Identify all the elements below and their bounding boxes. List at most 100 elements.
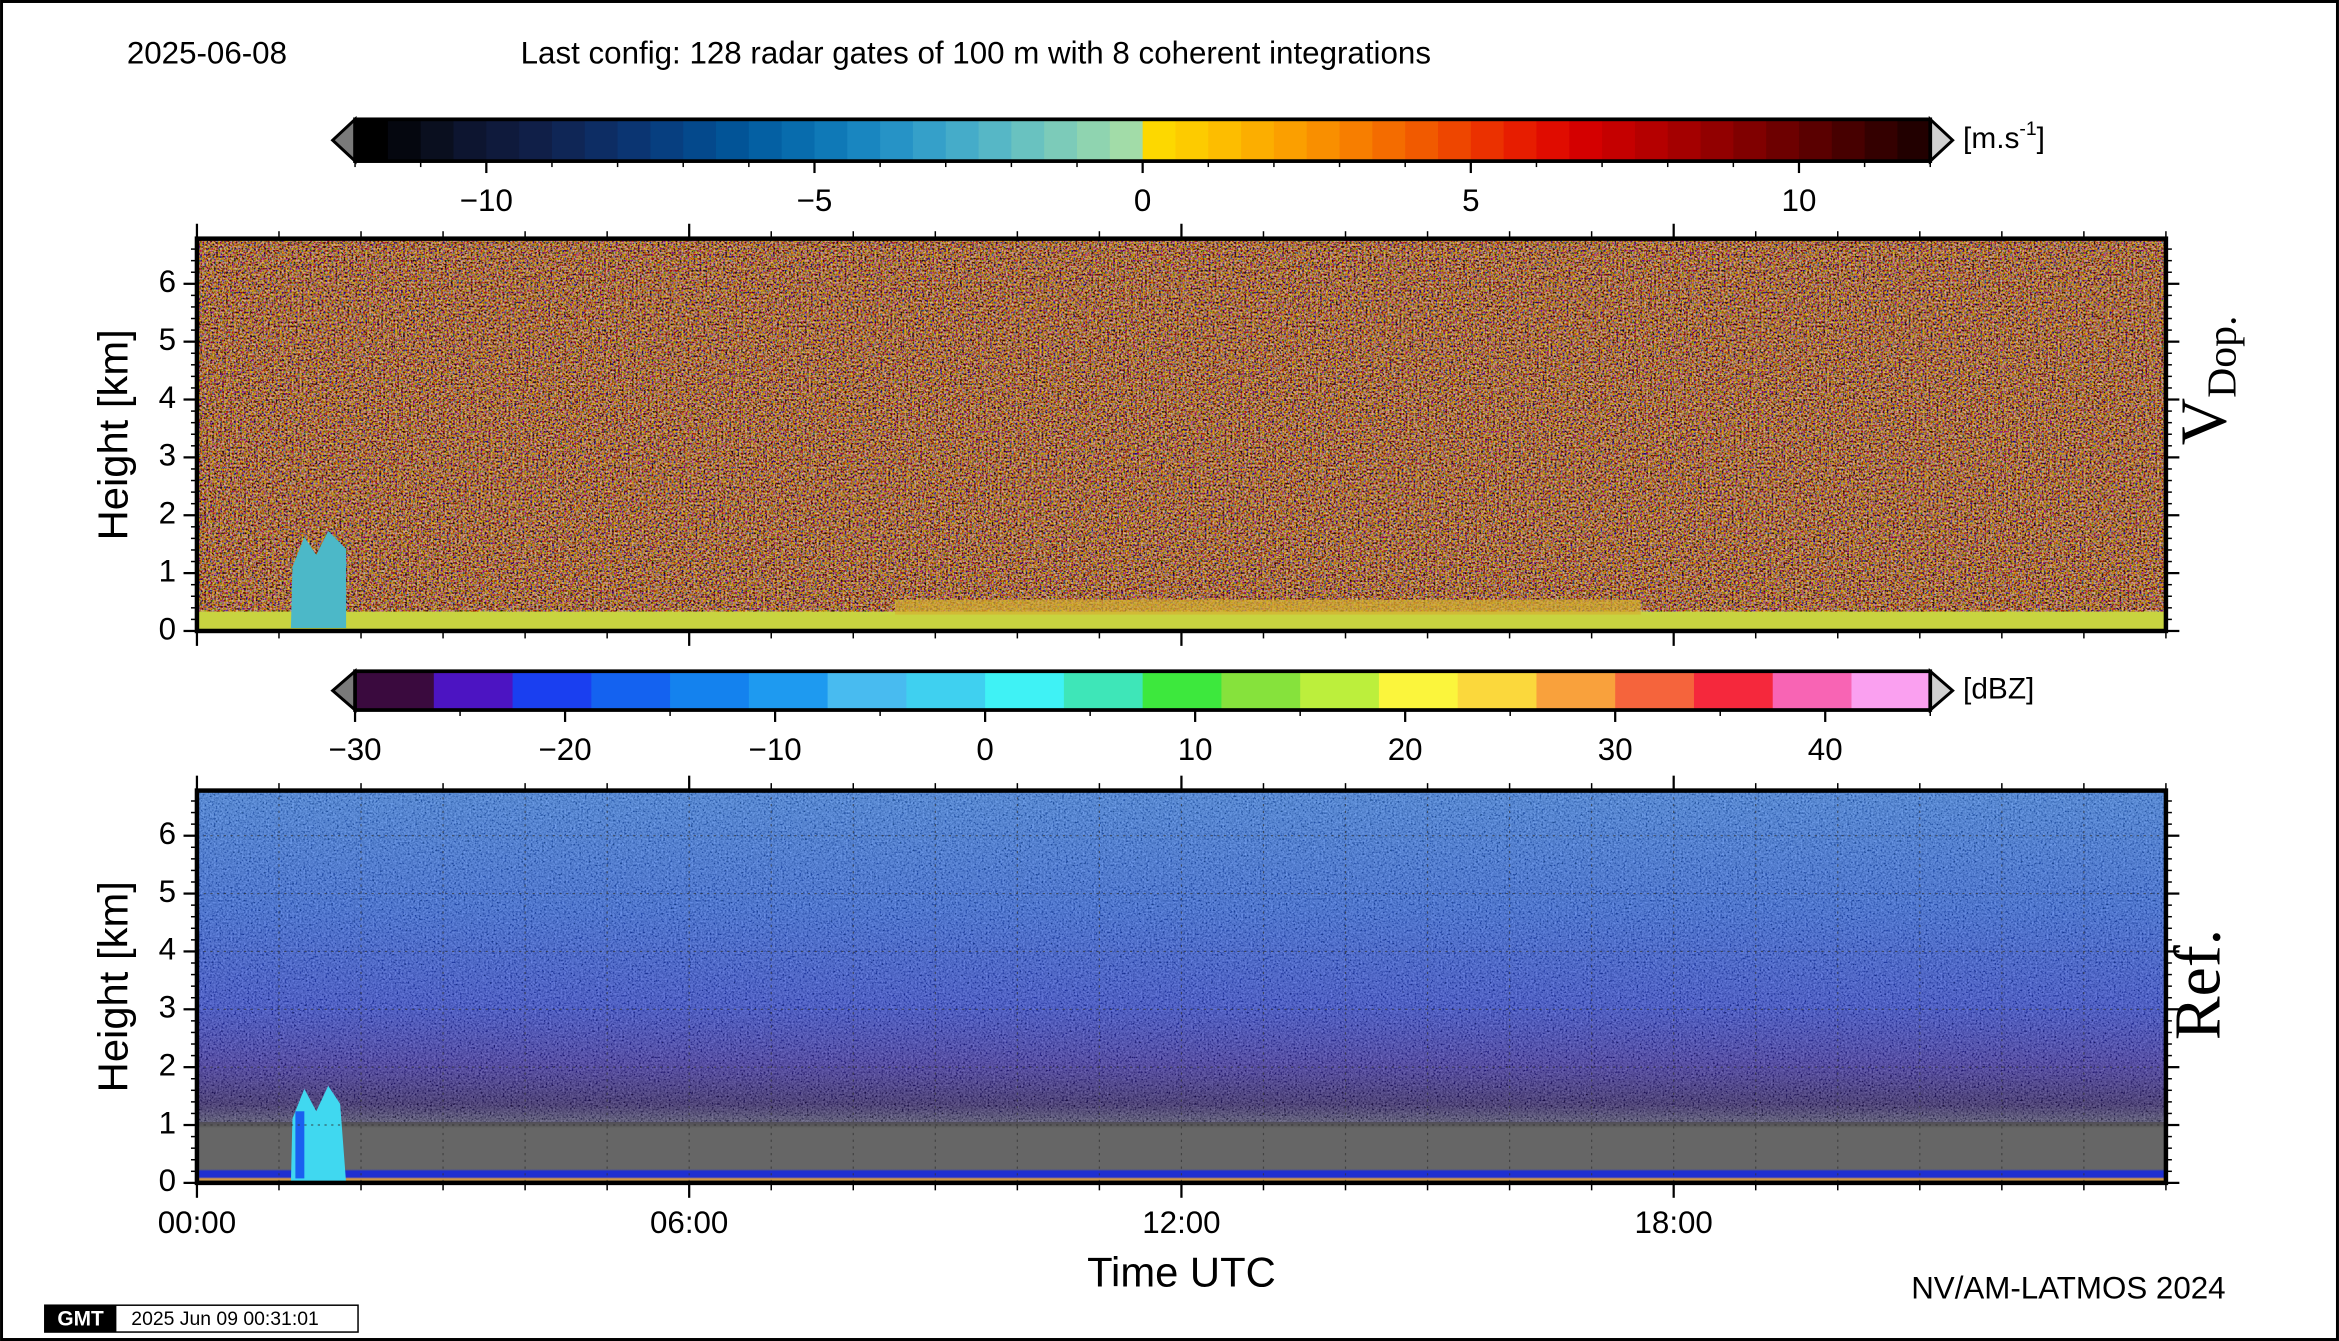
colorbar-cell	[617, 119, 652, 162]
colorbar-cell	[847, 119, 882, 162]
colorbar-extend-low	[330, 115, 357, 165]
colorbar-extend-high	[1928, 115, 1955, 165]
y-tick-label: 1	[159, 553, 176, 588]
y-tick-label: 0	[159, 1163, 176, 1198]
colorbar-cell	[1241, 119, 1275, 162]
colorbar-tick-label: 10	[1782, 183, 1817, 218]
colorbar-cell	[1063, 671, 1144, 711]
colorbar-cell	[1667, 119, 1702, 162]
colorbar-cell	[486, 119, 521, 162]
colorbar-cell	[670, 671, 750, 711]
colorbar-cell	[1503, 119, 1538, 162]
stamp: 2025 Jun 09 00:31:01	[131, 1308, 318, 1330]
colorbar-cell	[1457, 671, 1538, 711]
panel-label-sub: Dop.	[2199, 315, 2245, 397]
colorbar-cell	[1109, 119, 1144, 162]
colorbar-cell	[453, 119, 488, 162]
colorbar-cell	[1142, 119, 1177, 162]
colorbar-cell	[591, 671, 671, 711]
panel-label-main: V	[2169, 398, 2241, 445]
colorbar-cell	[1634, 119, 1669, 162]
y-tick-label: 6	[159, 264, 176, 299]
colorbar-cell	[1011, 119, 1046, 162]
colorbar-cell	[1798, 119, 1833, 162]
colorbar-cell	[420, 119, 455, 162]
y-tick-label: 4	[159, 932, 176, 967]
colorbar-cell	[748, 119, 783, 162]
colorbar-cell	[1772, 671, 1853, 711]
colorbar-cell	[912, 119, 947, 162]
x-tick-label: 12:00	[1142, 1205, 1220, 1240]
colorbar-cell	[1273, 119, 1308, 162]
y-tick-label: 5	[159, 874, 176, 909]
gmt-logo: GMT	[57, 1308, 104, 1331]
colorbar-cell	[1221, 671, 1302, 711]
colorbar-tick-label: −5	[797, 183, 833, 218]
field-doppler	[196, 238, 2166, 631]
colorbar-cell	[985, 671, 1065, 711]
colorbar-cell	[1536, 119, 1571, 162]
colorbar-cell	[1864, 119, 1899, 162]
panel-label: Ref.	[2163, 929, 2235, 1040]
colorbar-cell	[1044, 119, 1078, 162]
x-tick-label: 06:00	[650, 1205, 728, 1240]
colorbar-cell	[748, 671, 829, 711]
colorbar-tick-label: −10	[749, 732, 802, 767]
unit-text: [dBZ]	[1963, 673, 2034, 706]
colorbar-cell	[906, 671, 987, 711]
colorbar-tick-label: −10	[460, 183, 513, 218]
colorbar-cell	[1700, 119, 1735, 162]
y-tick-label: 4	[159, 380, 176, 415]
colorbar-cell	[1300, 671, 1380, 711]
colorbar-cell	[1733, 119, 1768, 162]
colorbar-cell	[1142, 671, 1223, 711]
colorbar-cell	[433, 671, 514, 711]
colorbar-cell	[1851, 671, 1932, 711]
colorbar-tick-label: 0	[976, 732, 993, 767]
colorbar-cell	[650, 119, 685, 162]
y-tick-label: 2	[159, 496, 176, 531]
date: 2025-06-08	[127, 35, 287, 70]
colorbar-cell	[1766, 119, 1800, 162]
y-axis-label: Height [km]	[89, 881, 136, 1092]
colorbar-tick-label: 30	[1598, 732, 1633, 767]
unit-text: [m.s	[1963, 122, 2019, 155]
colorbar-cell	[1831, 119, 1866, 162]
colorbar-cell	[781, 119, 816, 162]
colorbar-cell	[683, 119, 717, 162]
colorbar-tick-label: 5	[1462, 183, 1479, 218]
colorbar-extend-high	[1928, 667, 1955, 714]
y-tick-label: 2	[159, 1047, 176, 1082]
colorbar-cell	[1693, 671, 1774, 711]
y-tick-label: 3	[159, 438, 176, 473]
colorbar-unit: [dBZ]	[1963, 673, 2034, 706]
colorbar-cell	[1405, 119, 1439, 162]
y-tick-label: 5	[159, 322, 176, 357]
y-tick-label: 1	[159, 1105, 176, 1140]
colorbar-tick-label: 0	[1134, 183, 1151, 218]
colorbar-cell	[1208, 119, 1242, 162]
y-tick-label: 6	[159, 816, 176, 851]
config: Last config: 128 radar gates of 100 m wi…	[521, 35, 1431, 70]
colorbar-cell	[1339, 119, 1374, 162]
colorbar-cell	[551, 119, 586, 162]
colorbar-cell	[387, 119, 422, 162]
y-tick-label: 3	[159, 990, 176, 1025]
colorbar-unit: [m.s-1]	[1963, 118, 2045, 155]
panel-label: VDop.	[2169, 315, 2245, 445]
colorbar-cell	[827, 671, 908, 711]
colorbar-cell	[1602, 119, 1636, 162]
colorbar-cell	[1077, 119, 1111, 162]
y-tick-label: 0	[159, 611, 176, 646]
colorbar-cell	[1536, 671, 1617, 711]
colorbar-cell	[584, 119, 619, 162]
colorbar-cell	[519, 119, 553, 162]
unit-sup: -1	[2019, 118, 2036, 140]
colorbar-tick-label: 10	[1178, 732, 1213, 767]
colorbar-extend-low	[330, 667, 357, 714]
colorbar-cell	[355, 119, 389, 162]
colorbar-cell	[1615, 671, 1695, 711]
